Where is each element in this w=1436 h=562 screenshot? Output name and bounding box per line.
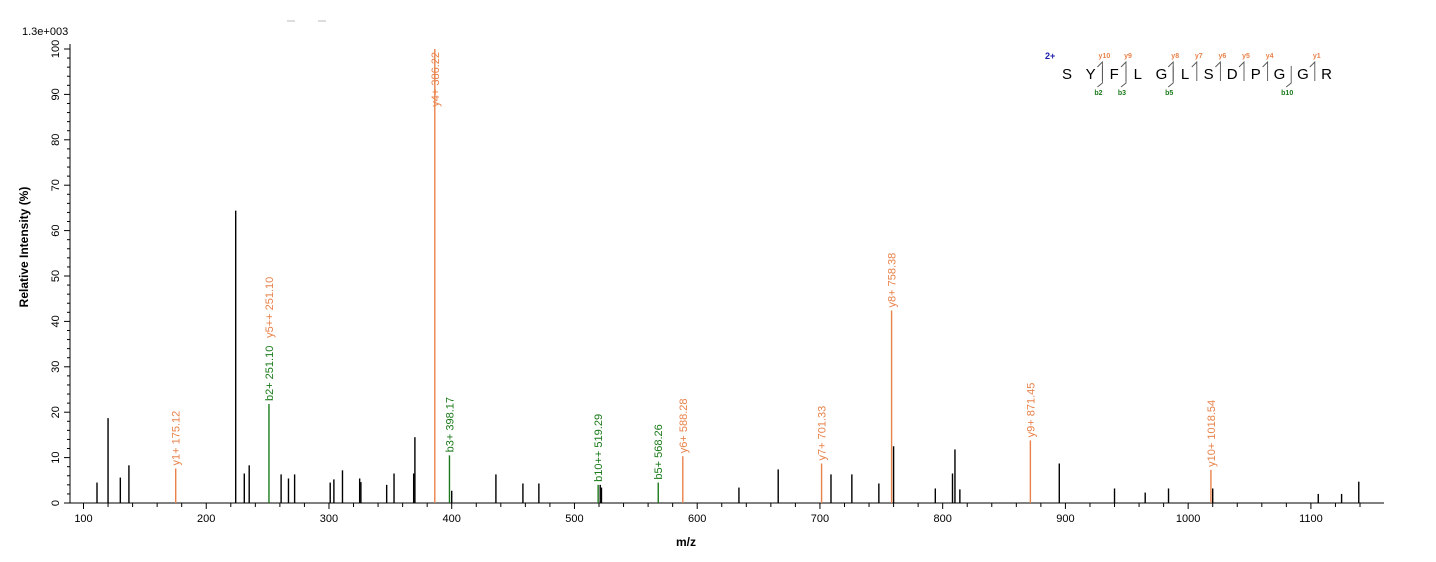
sequence-residue: L xyxy=(1181,66,1189,83)
b-ion-mark-label: b3 xyxy=(1118,90,1126,97)
x-tick-label: 700 xyxy=(811,513,829,525)
y-tick-label: 100 xyxy=(50,40,62,58)
intensity-scale-label: 1.3e+003 xyxy=(22,26,68,38)
y-tick-label: 90 xyxy=(50,88,62,100)
precursor-charge: 2+ xyxy=(1045,51,1055,61)
x-axis-title: m/z xyxy=(676,535,696,549)
y-ion-cleavage-mark xyxy=(1309,60,1316,81)
y-ion-mark-label: y6 xyxy=(1219,53,1227,60)
peak-label-y: y8+ 758.38 xyxy=(887,253,899,308)
x-tick-label: 900 xyxy=(1056,513,1074,525)
sequence-residue: G xyxy=(1297,66,1309,83)
y-tick-label: 10 xyxy=(50,451,62,463)
peak-label-b: b10++ 519.29 xyxy=(593,414,605,482)
y-tick-label: 0 xyxy=(50,500,62,506)
sequence-residue: F xyxy=(1110,66,1119,83)
y-tick-label: 60 xyxy=(50,224,62,236)
y-tick-label: 80 xyxy=(50,134,62,146)
x-tick-label: 800 xyxy=(934,513,952,525)
b-ion-cleavage-mark xyxy=(1167,66,1174,88)
y-tick-label: 50 xyxy=(50,270,62,282)
sequence-residue: D xyxy=(1227,66,1238,83)
x-tick-label: 1100 xyxy=(1299,513,1323,525)
x-tick-label: 1000 xyxy=(1176,513,1200,525)
x-tick-label: 600 xyxy=(688,513,706,525)
y-ion-mark-label: y5 xyxy=(1242,53,1250,60)
peak-label-y: y10+ 1018.54 xyxy=(1206,400,1218,467)
y-tick-label: 40 xyxy=(50,315,62,327)
b-ion-mark-label: b10 xyxy=(1281,90,1293,97)
peak-label-y: y6+ 588.28 xyxy=(678,398,690,453)
y-ion-mark-label: y9 xyxy=(1124,53,1132,60)
y-tick-label: 70 xyxy=(50,179,62,191)
peak-label-b: b2+ 251.10 xyxy=(264,346,276,401)
sequence-residue: S xyxy=(1204,66,1214,83)
y-ion-cleavage-mark xyxy=(1262,60,1269,81)
y-ion-cleavage-mark xyxy=(1238,60,1245,81)
y-ion-mark-label: y4 xyxy=(1266,53,1274,60)
peak-label-b: b5+ 568.26 xyxy=(653,424,665,479)
sequence-residue: S xyxy=(1062,66,1072,83)
peak-label-y: y9+ 871.45 xyxy=(1025,383,1037,438)
sequence-residue: R xyxy=(1321,66,1332,83)
x-tick-label: 200 xyxy=(197,513,215,525)
peak-label-y: y5++ 251.10 xyxy=(264,277,276,338)
y-ion-mark-label: y7 xyxy=(1195,53,1203,60)
sequence-residue: G xyxy=(1274,66,1286,83)
y-axis-title: Relative Intensity (%) xyxy=(17,187,31,308)
sequence-residue: Y xyxy=(1086,66,1096,83)
peak-label-y: y7+ 701.33 xyxy=(817,406,829,461)
b-ion-mark-label: b2 xyxy=(1094,90,1102,97)
peak-label-y: y4+ 386.22 xyxy=(430,52,442,107)
b-ion-mark-label: b5 xyxy=(1165,90,1173,97)
x-tick-label: 300 xyxy=(320,513,338,525)
y-ion-mark-label: y10 xyxy=(1099,53,1111,60)
sequence-residue: P xyxy=(1251,66,1261,83)
sequence-residue: G xyxy=(1156,66,1168,83)
y-ion-cleavage-mark xyxy=(1191,60,1198,81)
x-tick-label: 100 xyxy=(74,513,92,525)
peak-label-b: b3+ 398.17 xyxy=(444,397,456,452)
b-ion-cleavage-mark xyxy=(1097,66,1103,88)
sequence-residue: L xyxy=(1134,66,1142,83)
x-tick-label: 500 xyxy=(565,513,583,525)
x-tick-label: 400 xyxy=(443,513,461,525)
peak-labels-layer: y1+ 175.12 b2+ 251.10 y5++ 251.10 y4+ 386.2… xyxy=(171,52,1218,482)
y-ion-mark-label: y1 xyxy=(1313,53,1321,60)
y-ion-mark-label: y8 xyxy=(1171,53,1179,60)
y-tick-label: 30 xyxy=(50,361,62,373)
b-ion-cleavage-mark xyxy=(1120,66,1127,88)
y-ion-cleavage-mark xyxy=(1215,60,1221,81)
peaks-layer xyxy=(96,49,1360,503)
y-tick-label: 20 xyxy=(50,406,62,418)
b-ion-cleavage-mark xyxy=(1285,66,1292,88)
peak-label-y: y1+ 175.12 xyxy=(171,411,183,466)
